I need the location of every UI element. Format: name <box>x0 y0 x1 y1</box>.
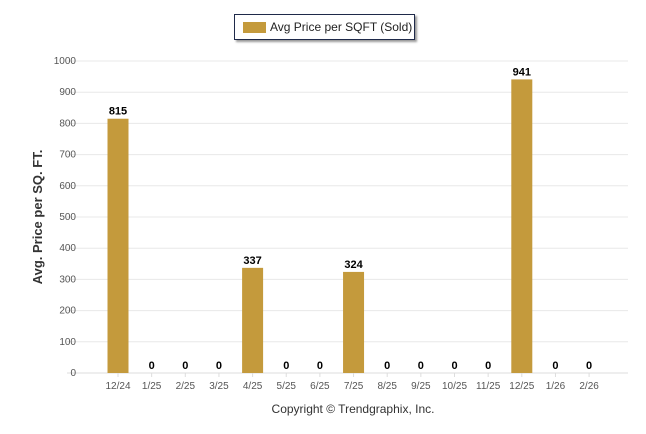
bar <box>511 79 533 374</box>
data-label: 0 <box>149 360 155 372</box>
x-tick-labels: 12/24 1/25 2/25 3/25 4/25 5/25 6/25 7/25 8/25 9/2… <box>105 373 599 392</box>
legend-label: Avg Price per SQFT (Sold) <box>270 20 413 34</box>
data-label: 0 <box>384 360 390 372</box>
data-label: 941 <box>513 66 531 78</box>
y-tick-label: 500 <box>59 212 76 223</box>
bar <box>242 267 264 373</box>
x-tick-label: 4/25 <box>243 381 263 392</box>
x-tick-label: 10/25 <box>442 381 467 392</box>
y-tick-label: 100 <box>59 337 76 348</box>
y-tick-label: 400 <box>59 243 76 254</box>
x-tick-label: 5/25 <box>277 381 297 392</box>
bar <box>343 271 365 373</box>
data-label: 337 <box>243 255 261 267</box>
legend[interactable]: Avg Price per SQFT (Sold) <box>234 14 415 40</box>
data-label: 0 <box>552 360 558 372</box>
legend-swatch <box>243 21 266 33</box>
data-label: 0 <box>317 360 323 372</box>
y-axis-label: Avg. Price per SQ. FT. <box>30 150 45 285</box>
x-tick-label: 2/25 <box>176 381 196 392</box>
data-label: 0 <box>586 360 592 372</box>
y-tick-label: 200 <box>59 306 76 317</box>
x-tick-label: 12/25 <box>509 381 534 392</box>
data-label: 0 <box>216 360 222 372</box>
bar <box>107 118 129 373</box>
x-tick-label: 7/25 <box>344 381 364 392</box>
y-tick-label: 0 <box>70 368 76 379</box>
y-tick-labels: 0 100 200 300 400 500 600 700 800 900 1000 <box>54 56 77 379</box>
x-tick-label: 6/25 <box>310 381 330 392</box>
y-tick-label: 900 <box>59 87 76 98</box>
x-tick-label: 2/26 <box>579 381 599 392</box>
data-label: 0 <box>485 360 491 372</box>
data-label: 0 <box>451 360 457 372</box>
y-tick-label: 700 <box>59 150 76 161</box>
y-tick-label: 1000 <box>54 56 77 67</box>
x-tick-label: 9/25 <box>411 381 431 392</box>
x-tick-label: 1/26 <box>546 381 566 392</box>
y-tick-label: 600 <box>59 181 76 192</box>
data-label: 815 <box>109 106 127 118</box>
x-tick-label: 11/25 <box>476 381 501 392</box>
x-tick-label: 3/25 <box>209 381 229 392</box>
y-tick-label: 800 <box>59 118 76 129</box>
bars: 815 0 0 0 337 0 0 324 0 0 0 0 941 0 0 <box>107 66 592 374</box>
y-tick-label: 300 <box>59 274 76 285</box>
data-label: 0 <box>182 360 188 372</box>
x-tick-label: 1/25 <box>142 381 162 392</box>
data-label: 0 <box>418 360 424 372</box>
x-tick-label: 8/25 <box>377 381 397 392</box>
x-tick-label: 12/24 <box>105 381 130 392</box>
data-label: 0 <box>283 360 289 372</box>
data-label: 324 <box>344 259 363 271</box>
copyright-footer: Copyright © Trendgraphix, Inc. <box>272 402 435 416</box>
